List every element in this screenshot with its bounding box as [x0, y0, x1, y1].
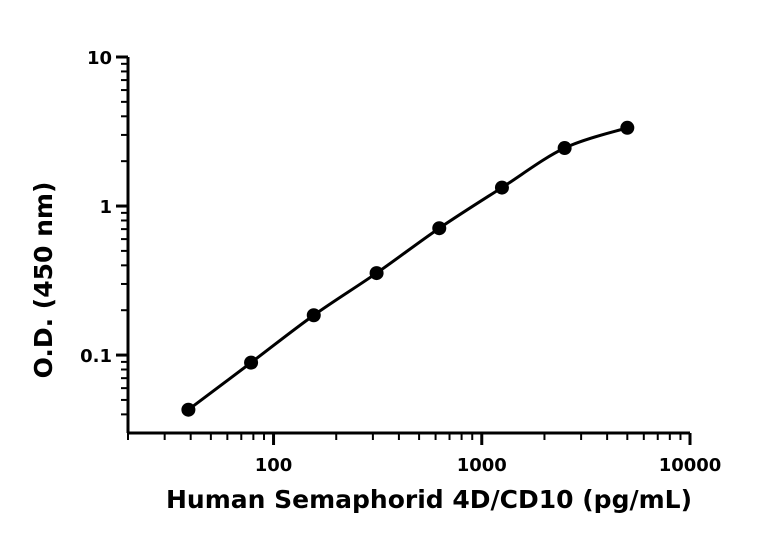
data-point-5 [432, 221, 447, 236]
y-axis-title: O.D. (450 nm) [29, 182, 58, 379]
y-tick-label: 0.1 [80, 346, 112, 367]
data-points-layer [181, 120, 635, 417]
ticks: 0.1 1 10 100 1000 10000 [80, 48, 721, 476]
x-tick-label: 10000 [659, 455, 722, 476]
data-point-4 [369, 266, 384, 281]
data-point-6 [494, 180, 509, 195]
y-tick-label: 1 [99, 197, 112, 218]
y-tick-label: 10 [87, 48, 112, 69]
data-point-7 [557, 141, 572, 156]
x-tick-label: 1000 [457, 455, 507, 476]
data-point-8 [620, 120, 635, 135]
data-point-3 [306, 308, 321, 323]
axes [126, 57, 690, 435]
data-point-1 [181, 402, 196, 417]
x-axis-title: Human Semaphorid 4D/CD10 (pg/mL) [166, 485, 692, 514]
x-tick-label: 100 [255, 455, 293, 476]
data-point-2 [244, 355, 259, 370]
